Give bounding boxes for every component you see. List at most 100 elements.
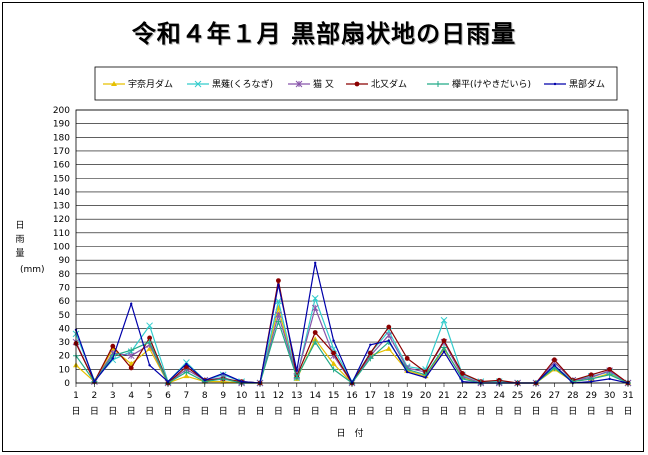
y-tick-label: 10 bbox=[59, 365, 71, 375]
x-tick-label: 27 bbox=[549, 391, 560, 401]
x-axis-label: 日 付 bbox=[336, 428, 363, 439]
x-tick-label: 22 bbox=[457, 391, 468, 401]
data-point bbox=[93, 380, 96, 383]
x-tick-label: 3 bbox=[110, 391, 116, 401]
x-tick-suffix: 日 bbox=[182, 406, 191, 417]
data-point bbox=[146, 322, 153, 330]
data-point bbox=[441, 338, 447, 344]
x-tick-suffix: 日 bbox=[292, 406, 301, 417]
data-point bbox=[295, 369, 298, 372]
series-line-1 bbox=[75, 296, 629, 384]
axis-layer: 0102030405060708090100110120130140150160… bbox=[15, 106, 633, 417]
data-point bbox=[588, 372, 594, 378]
y-tick-label: 50 bbox=[59, 311, 71, 321]
data-point bbox=[332, 339, 335, 342]
legend-label: 北又ダム bbox=[371, 78, 407, 90]
x-tick-label: 1 bbox=[73, 391, 79, 401]
data-point bbox=[277, 283, 280, 286]
data-point bbox=[553, 364, 556, 367]
data-point bbox=[590, 380, 593, 383]
legend-label: 猫 又 bbox=[313, 78, 334, 90]
legend-label: 欅平(けやきだいら) bbox=[452, 79, 531, 90]
data-point bbox=[440, 316, 448, 324]
x-tick-suffix: 日 bbox=[623, 406, 632, 417]
x-tick-label: 28 bbox=[567, 391, 579, 401]
y-tick-label: 110 bbox=[53, 229, 70, 239]
grid-layer bbox=[76, 109, 628, 384]
data-point bbox=[146, 339, 153, 346]
x-tick-label: 12 bbox=[273, 391, 284, 401]
data-point bbox=[404, 356, 410, 361]
data-point bbox=[442, 350, 446, 353]
x-tick-suffix: 日 bbox=[458, 406, 467, 417]
x-tick-label: 16 bbox=[346, 391, 358, 401]
data-point bbox=[127, 352, 135, 360]
x-tick-suffix: 日 bbox=[237, 406, 246, 417]
data-point bbox=[311, 304, 319, 312]
data-point bbox=[128, 365, 134, 371]
x-tick-suffix: 日 bbox=[311, 406, 320, 417]
series-line-3 bbox=[75, 280, 629, 385]
data-point bbox=[130, 302, 133, 306]
y-axis-unit: (mm) bbox=[20, 265, 45, 275]
data-point bbox=[406, 370, 409, 374]
x-tick-label: 15 bbox=[328, 391, 339, 401]
data-point bbox=[367, 355, 374, 362]
x-tick-suffix: 日 bbox=[495, 406, 504, 417]
data-point bbox=[608, 377, 611, 381]
x-tick-suffix: 日 bbox=[347, 406, 356, 417]
x-tick-label: 19 bbox=[401, 391, 413, 401]
x-tick-label: 18 bbox=[383, 391, 395, 401]
data-point bbox=[607, 366, 612, 372]
data-point bbox=[385, 331, 393, 339]
data-point bbox=[146, 345, 153, 351]
data-point bbox=[552, 357, 557, 363]
data-point bbox=[203, 379, 206, 382]
x-tick-suffix: 日 bbox=[587, 406, 596, 417]
data-point bbox=[293, 374, 300, 381]
data-point bbox=[166, 380, 170, 383]
data-point bbox=[222, 372, 225, 375]
y-tick-label: 170 bbox=[53, 147, 70, 157]
x-tick-label: 2 bbox=[92, 391, 98, 401]
x-tick-label: 10 bbox=[236, 391, 248, 401]
x-tick-suffix: 日 bbox=[163, 406, 172, 417]
y-tick-label: 200 bbox=[53, 106, 70, 116]
data-point bbox=[387, 339, 390, 342]
data-point bbox=[330, 366, 337, 373]
y-tick-label: 20 bbox=[59, 352, 71, 362]
chart-title: 令和４年１月 黒部扇状地の日雨量 bbox=[131, 20, 517, 48]
data-point bbox=[275, 297, 282, 305]
data-point bbox=[606, 371, 613, 378]
x-tick-suffix: 日 bbox=[255, 406, 264, 417]
data-point bbox=[185, 362, 188, 366]
y-tick-label: 140 bbox=[53, 188, 70, 198]
x-tick-label: 17 bbox=[365, 391, 376, 401]
x-tick-label: 6 bbox=[165, 391, 171, 401]
x-tick-label: 8 bbox=[202, 391, 208, 401]
x-tick-label: 11 bbox=[254, 391, 265, 401]
legend: 宇奈月ダム 黒薙(くろなぎ) 猫 又 北又ダム 欅平(けやきだいら) 黒部ダム bbox=[94, 66, 618, 101]
data-point bbox=[183, 369, 190, 376]
x-tick-suffix: 日 bbox=[274, 406, 283, 417]
x-tick-label: 4 bbox=[128, 391, 134, 401]
y-tick-label: 70 bbox=[59, 283, 71, 293]
x-tick-suffix: 日 bbox=[550, 406, 559, 417]
x-tick-suffix: 日 bbox=[421, 406, 430, 417]
x-tick-suffix: 日 bbox=[108, 406, 117, 417]
data-point bbox=[147, 335, 153, 341]
data-point bbox=[461, 380, 464, 383]
x-tick-suffix: 日 bbox=[329, 406, 338, 417]
data-point bbox=[312, 336, 319, 342]
legend-label: 黒部ダム bbox=[569, 78, 605, 90]
data-point bbox=[314, 261, 317, 265]
data-point bbox=[312, 330, 318, 335]
y-tick-label: 90 bbox=[59, 256, 71, 266]
x-tick-suffix: 日 bbox=[366, 406, 375, 417]
data-point bbox=[240, 380, 243, 383]
y-tick-label: 130 bbox=[53, 202, 70, 212]
x-tick-label: 31 bbox=[622, 391, 633, 401]
x-tick-label: 14 bbox=[309, 391, 321, 401]
data-point bbox=[460, 371, 465, 376]
